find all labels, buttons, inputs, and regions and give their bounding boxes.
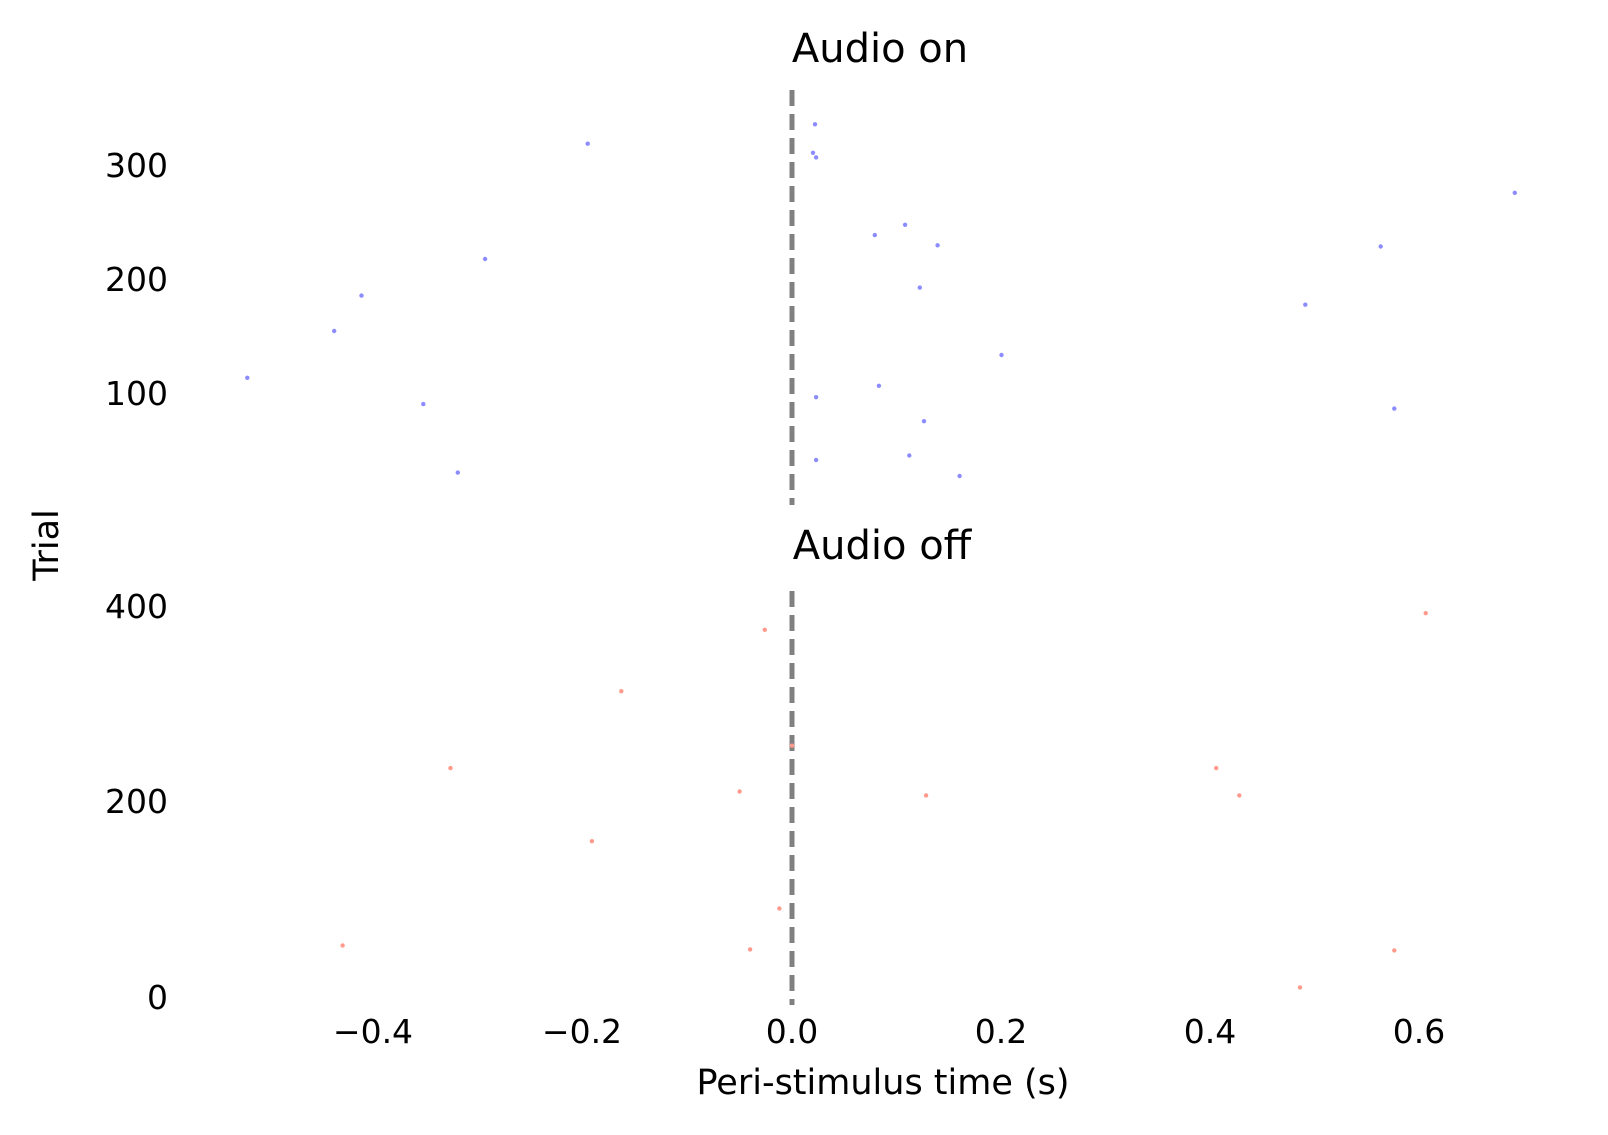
audio-off-spike <box>340 943 345 948</box>
audio-off-spike <box>762 627 767 632</box>
audio-on-spike <box>999 352 1004 358</box>
audio-on-spike <box>359 293 364 298</box>
audio-off-spike <box>619 689 624 694</box>
audio-on-spike <box>245 375 250 380</box>
audio-on-spike <box>810 150 816 155</box>
audio-on-title: Audio on <box>792 26 968 72</box>
y-tick-label: 0 <box>147 978 168 1017</box>
audio-off-panel: Audio off 400 200 0 −0.4 −0.2 0.0 0.2 0.… <box>105 523 1445 1051</box>
audio-off-spike <box>1297 985 1303 990</box>
x-tick-label: −0.4 <box>333 1012 413 1051</box>
audio-on-spike <box>872 232 877 238</box>
x-tick-label: 0.6 <box>1393 1012 1445 1051</box>
audio-off-points <box>340 611 1428 990</box>
audio-on-spike <box>1378 244 1383 249</box>
audio-on-spike <box>332 328 337 334</box>
audio-on-panel: Audio on 300 200 100 <box>105 26 1518 505</box>
audio-off-spike <box>789 743 795 748</box>
audio-off-spike <box>1214 765 1219 771</box>
audio-off-spike <box>1423 611 1428 616</box>
x-tick-label: 0.4 <box>1184 1012 1236 1051</box>
x-tick-label: 0.2 <box>975 1012 1027 1051</box>
audio-on-spike <box>921 419 927 424</box>
audio-off-y-ticks: 400 200 0 <box>105 587 168 1017</box>
audio-on-spike <box>876 383 882 388</box>
audio-on-spike <box>1392 406 1397 411</box>
audio-on-spike <box>1303 302 1308 307</box>
x-tick-label: 0.0 <box>766 1012 818 1051</box>
y-axis-label: Trial <box>27 509 67 582</box>
audio-off-title: Audio off <box>793 523 973 569</box>
audio-on-spike <box>917 285 922 290</box>
audio-on-spike <box>482 256 488 262</box>
audio-off-spike <box>747 947 753 952</box>
audio-on-points <box>245 122 1518 479</box>
audio-off-spike <box>1237 793 1242 798</box>
audio-on-spike <box>813 155 819 160</box>
audio-on-spike <box>907 453 912 458</box>
audio-off-spike <box>777 906 782 911</box>
audio-on-y-ticks: 300 200 100 <box>105 146 168 413</box>
y-tick-label: 300 <box>105 146 168 185</box>
audio-off-spike <box>589 839 595 844</box>
audio-on-spike <box>813 395 819 400</box>
audio-off-spike <box>1392 948 1397 953</box>
x-tick-label: −0.2 <box>542 1012 622 1051</box>
x-ticks: −0.4 −0.2 0.0 0.2 0.4 0.6 <box>333 1012 1445 1051</box>
audio-off-spike <box>737 789 742 794</box>
audio-on-spike <box>1512 190 1518 195</box>
audio-on-spike <box>421 401 426 407</box>
audio-on-spike <box>455 470 460 475</box>
audio-on-spike <box>935 243 940 248</box>
audio-on-spike <box>957 473 962 479</box>
audio-on-spike <box>812 122 818 127</box>
x-axis-label: Peri-stimulus time (s) <box>696 1063 1069 1103</box>
audio-on-spike <box>902 222 908 227</box>
audio-off-spike <box>923 793 929 798</box>
audio-off-spike <box>448 765 453 771</box>
audio-on-spike <box>813 457 819 463</box>
y-tick-label: 200 <box>105 260 168 299</box>
y-tick-label: 200 <box>105 782 168 821</box>
y-tick-label: 100 <box>105 374 168 413</box>
audio-on-spike <box>585 141 590 146</box>
y-tick-label: 400 <box>105 587 168 626</box>
